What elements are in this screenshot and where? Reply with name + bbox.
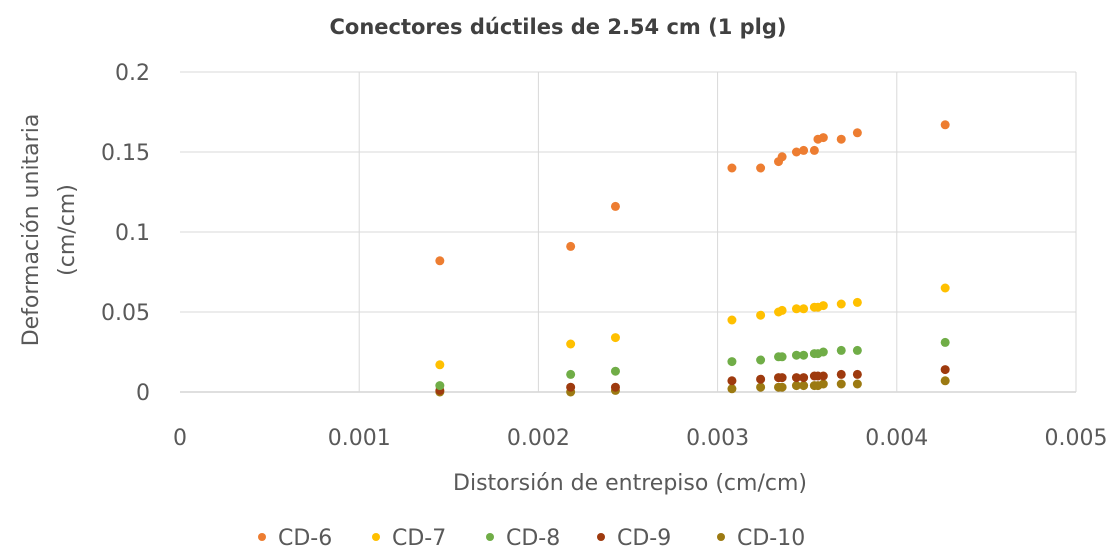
legend-label: CD-6 [278, 526, 332, 551]
x-tick-label: 0.004 [865, 426, 928, 451]
data-point [940, 283, 950, 293]
data-point [940, 337, 950, 347]
data-point [756, 374, 766, 384]
legend-label: CD-10 [737, 526, 805, 551]
series-cd-9 [435, 365, 950, 395]
legend-label: CD-8 [506, 526, 560, 551]
data-point [610, 333, 620, 343]
x-tick-label: 0.001 [328, 426, 391, 451]
data-point [836, 134, 846, 144]
data-point [836, 369, 846, 379]
data-point [727, 315, 737, 325]
data-point [756, 382, 766, 392]
data-point [799, 373, 809, 383]
x-tick-label: 0 [173, 426, 187, 451]
data-point [791, 373, 801, 383]
y-tick-label: 0.15 [101, 141, 150, 166]
data-point [777, 152, 787, 162]
legend-marker [717, 533, 725, 541]
chart-title: Conectores dúctiles de 2.54 cm (1 plg) [329, 15, 786, 39]
data-point [818, 379, 828, 389]
data-point [799, 350, 809, 360]
data-point [791, 350, 801, 360]
data-point [809, 145, 819, 155]
y-tick-label: 0.1 [115, 221, 150, 246]
y-axis-ticks: 0 0.05 0.1 0.15 0.2 [101, 61, 150, 406]
data-point [777, 373, 787, 383]
data-point [435, 256, 445, 266]
data-point [852, 369, 862, 379]
data-point [777, 305, 787, 315]
data-point [566, 339, 576, 349]
data-point [818, 347, 828, 357]
data-point [836, 379, 846, 389]
x-tick-label: 0.003 [686, 426, 749, 451]
data-point [777, 352, 787, 362]
data-point [756, 310, 766, 320]
y-axis-title-line-1: Deformación unitaria [19, 114, 44, 347]
grid-lines [180, 71, 1077, 393]
data-point [435, 360, 445, 370]
x-tick-label: 0.005 [1045, 426, 1108, 451]
series-cd-7 [435, 283, 950, 370]
data-point [756, 163, 766, 173]
legend-marker [372, 533, 380, 541]
data-point [791, 381, 801, 391]
data-point [836, 345, 846, 355]
data-point [818, 371, 828, 381]
series-cd-10 [435, 376, 950, 397]
data-point [852, 297, 862, 307]
legend-item-cd-8: CD-8 [486, 526, 560, 551]
data-point [799, 145, 809, 155]
data-point [799, 381, 809, 391]
data-point [777, 382, 787, 392]
data-point [727, 357, 737, 367]
data-point [852, 379, 862, 389]
legend-item-cd-6: CD-6 [258, 526, 332, 551]
data-point [791, 304, 801, 314]
legend-marker [258, 533, 266, 541]
data-point [836, 299, 846, 309]
data-point [940, 365, 950, 375]
y-tick-label: 0.05 [101, 301, 150, 326]
data-point [610, 201, 620, 211]
data-point [756, 355, 766, 365]
data-point [727, 376, 737, 386]
series-cd-6 [435, 120, 950, 266]
x-axis-title: Distorsión de entrepiso (cm/cm) [453, 471, 807, 496]
data-point [610, 366, 620, 376]
x-axis-ticks: 0 0.001 0.002 0.003 0.004 0.005 [173, 426, 1107, 451]
data-points [435, 120, 950, 397]
y-tick-label: 0.2 [115, 61, 150, 86]
data-point [791, 147, 801, 157]
data-point [566, 241, 576, 251]
x-tick-label: 0.002 [507, 426, 570, 451]
data-point [435, 381, 445, 391]
data-point [818, 133, 828, 143]
legend: CD-6 CD-7 CD-8 CD-9 CD-10 [258, 526, 805, 551]
data-point [610, 382, 620, 392]
legend-marker [597, 533, 605, 541]
series-cd-8 [435, 337, 950, 391]
legend-item-cd-7: CD-7 [372, 526, 446, 551]
legend-item-cd-9: CD-9 [597, 526, 671, 551]
data-point [566, 369, 576, 379]
data-point [727, 384, 737, 394]
data-point [566, 382, 576, 392]
data-point [799, 304, 809, 314]
data-point [852, 128, 862, 138]
data-point [940, 120, 950, 130]
legend-label: CD-9 [617, 526, 671, 551]
data-point [852, 345, 862, 355]
data-point [940, 376, 950, 386]
data-point [727, 163, 737, 173]
legend-item-cd-10: CD-10 [717, 526, 805, 551]
legend-label: CD-7 [392, 526, 446, 551]
legend-marker [486, 533, 494, 541]
data-point [818, 301, 828, 311]
y-axis-title-line-2: (cm/cm) [55, 184, 80, 276]
y-tick-label: 0 [136, 381, 150, 406]
